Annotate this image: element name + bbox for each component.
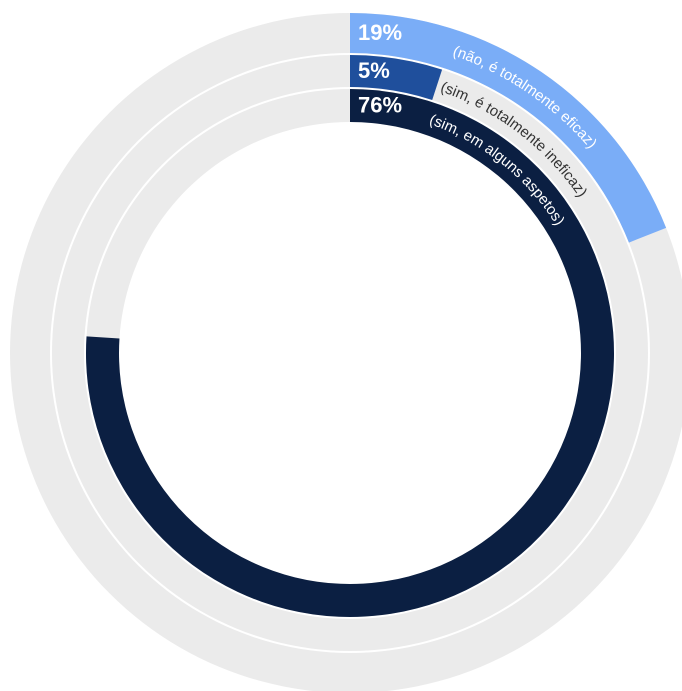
value-label: 5% bbox=[358, 58, 390, 83]
ring-bar bbox=[350, 55, 443, 101]
ring-track bbox=[51, 55, 648, 651]
ring-bar bbox=[350, 13, 667, 243]
value-label: 19% bbox=[358, 20, 402, 45]
value-label: 76% bbox=[358, 92, 402, 117]
